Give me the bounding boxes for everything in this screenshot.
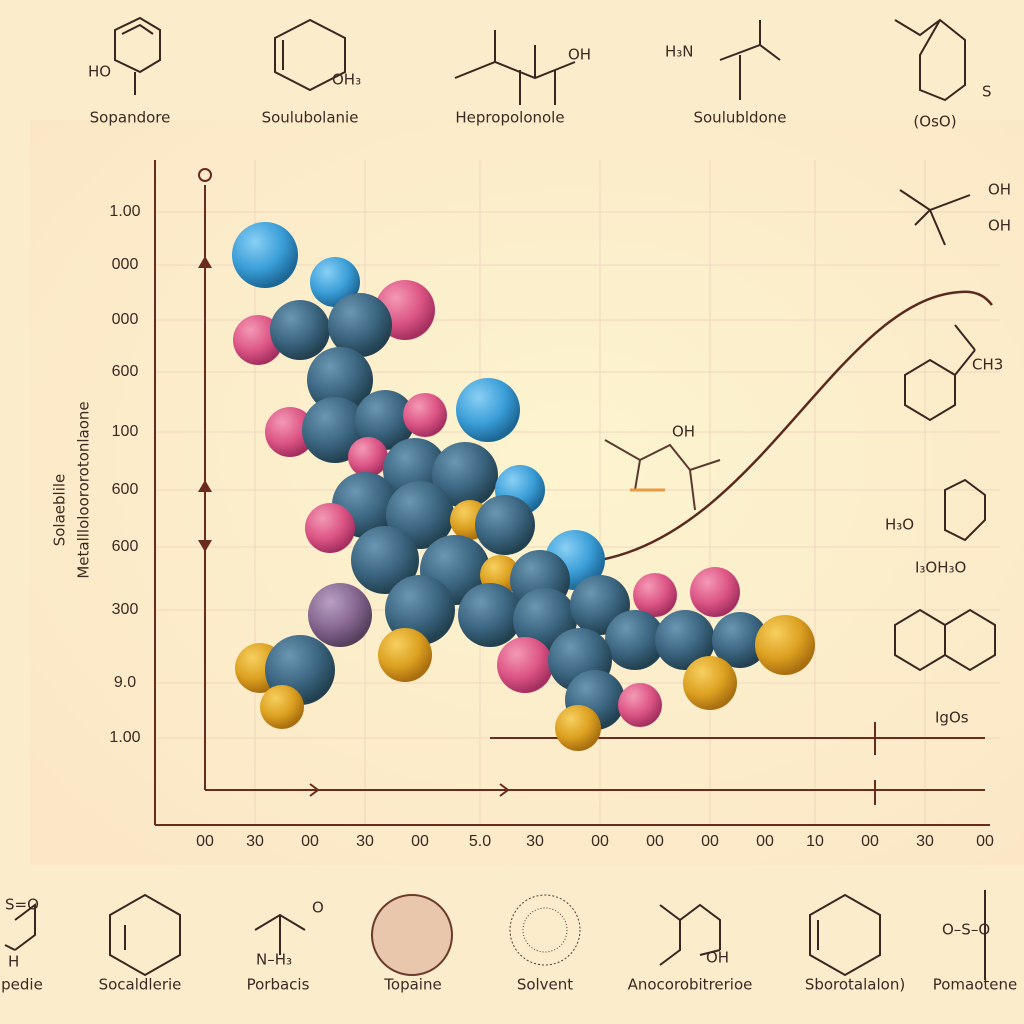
annotation: OH (988, 181, 1011, 199)
y-labels: 1.00 000 000 600 100 600 600 300 9.0 1.0… (109, 203, 140, 746)
y-label: 600 (112, 363, 139, 380)
bottom-label: Sborotalalon) (805, 976, 905, 994)
top-label: (OsO) (913, 113, 956, 131)
annotation: O (312, 899, 324, 917)
annotation: H (8, 953, 19, 971)
bottom-label: Anocorobitrerioe (628, 976, 753, 994)
top-label: Sopandore (90, 109, 171, 127)
x-label: 00 (861, 833, 879, 850)
annotation: S=O (5, 896, 39, 914)
x-label: 10 (806, 833, 824, 850)
y-axis-title: Metallloloororotonlaone (75, 401, 93, 578)
y-axis-title: Solaeblile (51, 474, 69, 547)
bottom-label: Topaine (383, 976, 441, 994)
x-label: 30 (526, 833, 544, 850)
molecule (232, 222, 815, 751)
y-label: 9.0 (114, 674, 136, 691)
bottom-label: Socaldlerie (99, 976, 182, 994)
y-label: 1.00 (109, 203, 140, 220)
annotation: CH3 (972, 356, 1003, 374)
bottom-labels: pedie Socaldlerie Porbacis Topaine Solve… (1, 976, 1017, 994)
y-label: 100 (112, 423, 139, 440)
top-labels: Sopandore Soulubolanie Hepropolonole Sou… (90, 109, 957, 131)
x-label: 00 (196, 833, 214, 850)
x-labels: 00 30 00 30 00 5.0 30 00 00 00 00 10 00 … (196, 833, 994, 850)
annotation: IgOs (935, 709, 969, 727)
y-label: 000 (112, 311, 139, 328)
annotation: H₃N (665, 43, 694, 61)
bottom-label: Porbacis (247, 976, 310, 994)
x-label: 00 (646, 833, 664, 850)
x-label: 00 (411, 833, 429, 850)
y-label: 1.00 (109, 729, 140, 746)
y-label: 300 (112, 601, 139, 618)
top-label: Soulubldone (693, 109, 786, 127)
annotation: N–H₃ (256, 951, 292, 969)
y-axis-title: Solaeblile Metallloloororotonlaone (51, 401, 93, 578)
annotation: OH (672, 423, 695, 441)
bottom-label: pedie (1, 976, 43, 994)
annotation: S (982, 83, 992, 101)
x-label: 00 (701, 833, 719, 850)
bottom-label: Pomaotene (933, 976, 1018, 994)
bottom-label: Solvent (517, 976, 573, 994)
annotation: I₃OH₃O (915, 559, 966, 577)
annotation: OH₃ (332, 71, 361, 89)
annotation: O–S–O (942, 921, 990, 939)
annotation: OH (706, 949, 729, 967)
annotation: OH (988, 217, 1011, 235)
annotation: OH (568, 46, 591, 64)
top-label: Soulubolanie (262, 109, 359, 127)
x-label: 5.0 (469, 833, 491, 850)
x-label: 00 (976, 833, 994, 850)
y-label: 000 (112, 256, 139, 273)
annotation: H₃O (885, 516, 914, 534)
x-label: 30 (246, 833, 264, 850)
x-label: 00 (301, 833, 319, 850)
x-label: 30 (916, 833, 934, 850)
annotation: HO (88, 63, 111, 81)
y-label: 600 (112, 481, 139, 498)
x-label: 30 (356, 833, 374, 850)
structures (4, 16, 996, 980)
x-label: 00 (756, 833, 774, 850)
top-label: Hepropolonole (455, 109, 564, 127)
y-label: 600 (112, 538, 139, 555)
x-label: 00 (591, 833, 609, 850)
annotations: HO OH₃ OH H₃N S OH OH CH3 OH H₃O I₃OH₃O … (5, 43, 1011, 971)
